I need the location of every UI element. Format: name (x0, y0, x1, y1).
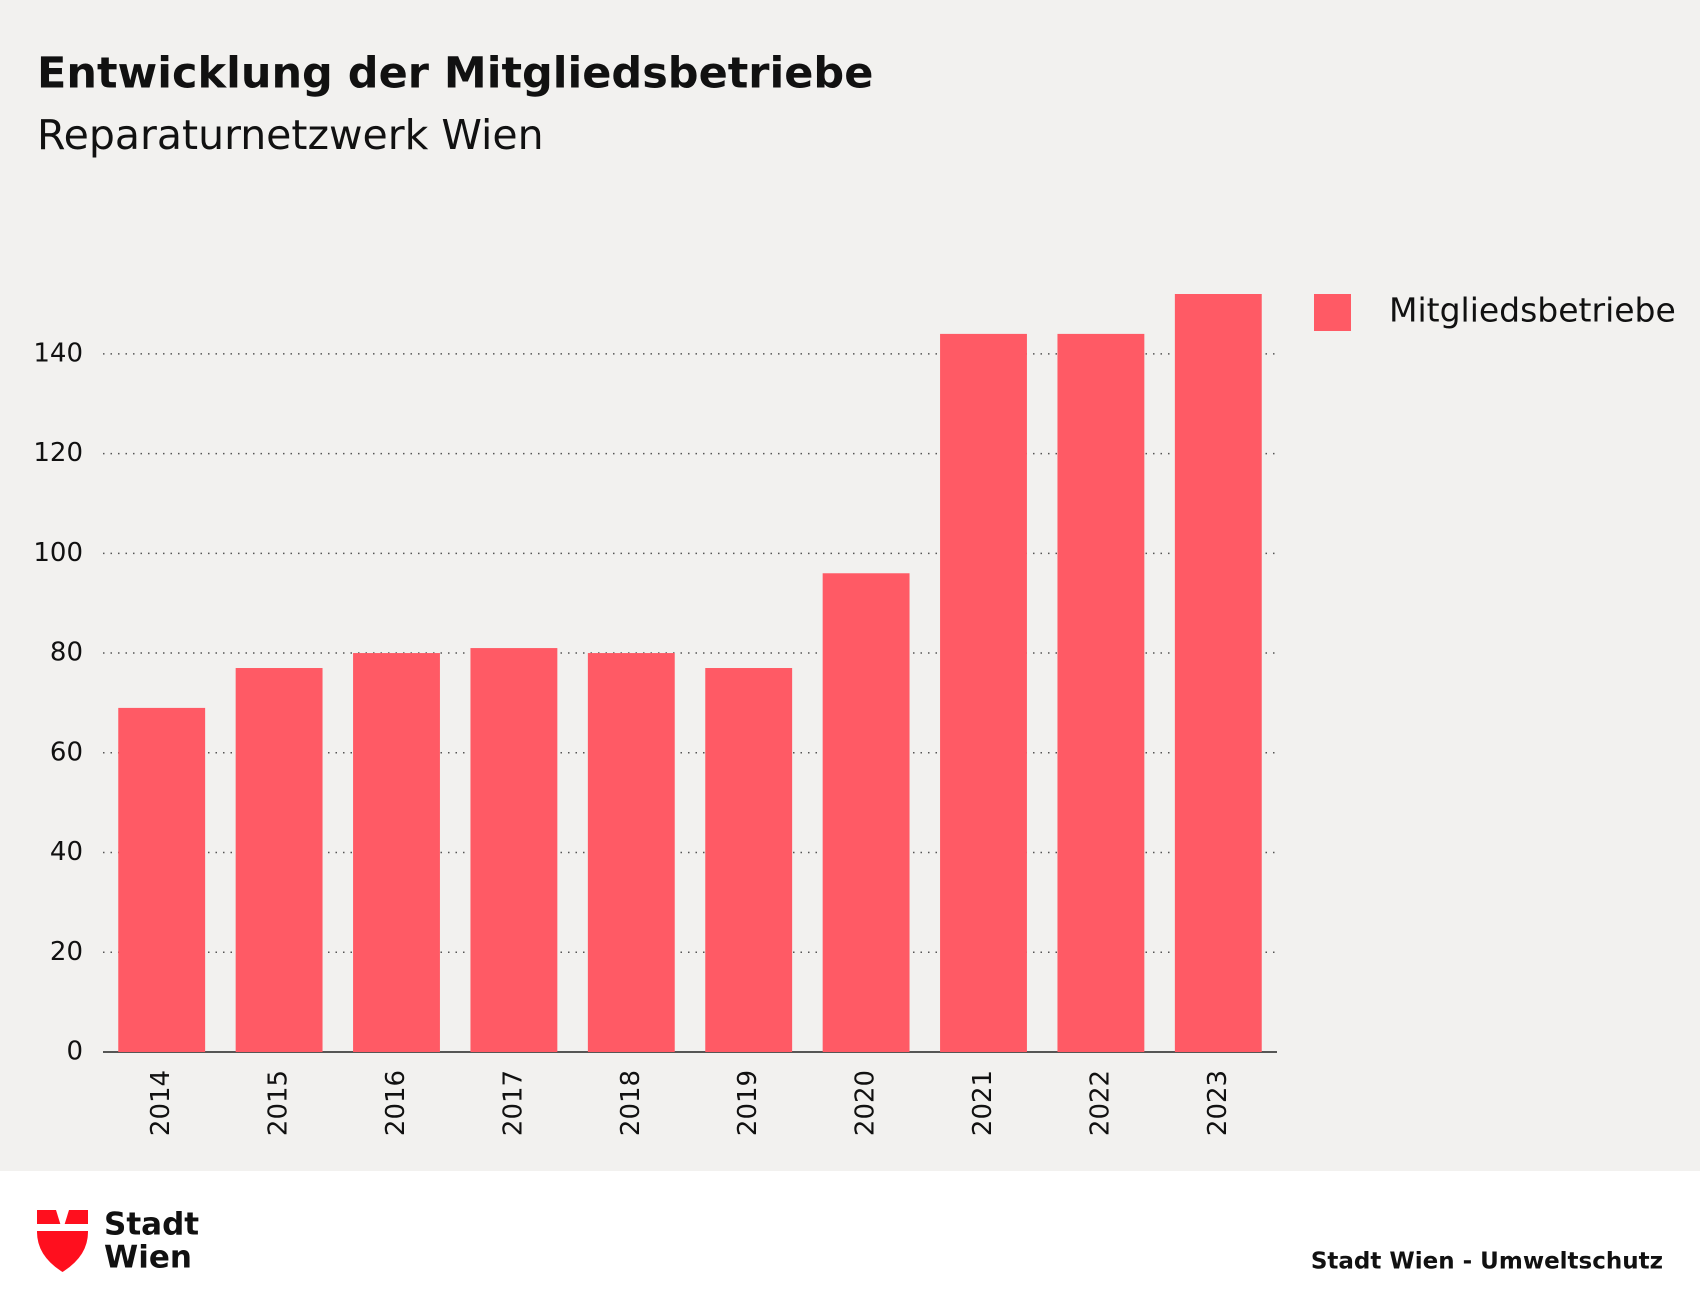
bar (705, 668, 793, 1052)
bar (822, 573, 910, 1052)
bar (1057, 333, 1145, 1052)
logo-text: Wien (104, 1240, 192, 1276)
bar (940, 333, 1027, 1052)
y-tick-label: 60 (50, 737, 83, 767)
chart-subtitle: Reparaturnetzwerk Wien (37, 111, 544, 159)
bar (587, 653, 675, 1052)
bar (353, 653, 440, 1052)
x-tick-label: 2015 (264, 1070, 294, 1136)
legend-label: Mitgliedsbetriebe (1389, 291, 1676, 330)
x-tick-label: 2017 (498, 1070, 528, 1136)
legend-swatch (1314, 294, 1351, 331)
y-tick-label: 40 (50, 837, 83, 867)
y-tick-label: 80 (50, 638, 83, 668)
x-tick-label: 2016 (381, 1070, 411, 1136)
y-tick-label: 20 (50, 937, 83, 967)
logo-text: Stadt (104, 1207, 199, 1243)
x-tick-label: 2022 (1085, 1070, 1115, 1136)
logo-notch (56, 1210, 69, 1231)
x-tick-label: 2023 (1203, 1070, 1233, 1136)
bar (470, 648, 558, 1052)
x-tick-label: 2021 (968, 1070, 998, 1136)
y-tick-label: 140 (33, 338, 83, 368)
x-tick-label: 2020 (851, 1070, 881, 1136)
x-tick-label: 2018 (616, 1070, 646, 1136)
y-tick-label: 120 (33, 438, 83, 468)
bar (235, 668, 323, 1052)
chart-title: Entwicklung der Mitgliedsbetriebe (37, 49, 873, 99)
x-tick-label: 2019 (733, 1070, 763, 1136)
bar (1174, 294, 1262, 1052)
footer-background (0, 1171, 1700, 1309)
bar (118, 707, 206, 1052)
y-tick-label: 0 (66, 1037, 83, 1067)
source: Stadt Wien - Umweltschutz (1311, 1249, 1663, 1275)
x-tick-label: 2014 (146, 1070, 176, 1136)
y-tick-label: 100 (33, 538, 83, 568)
